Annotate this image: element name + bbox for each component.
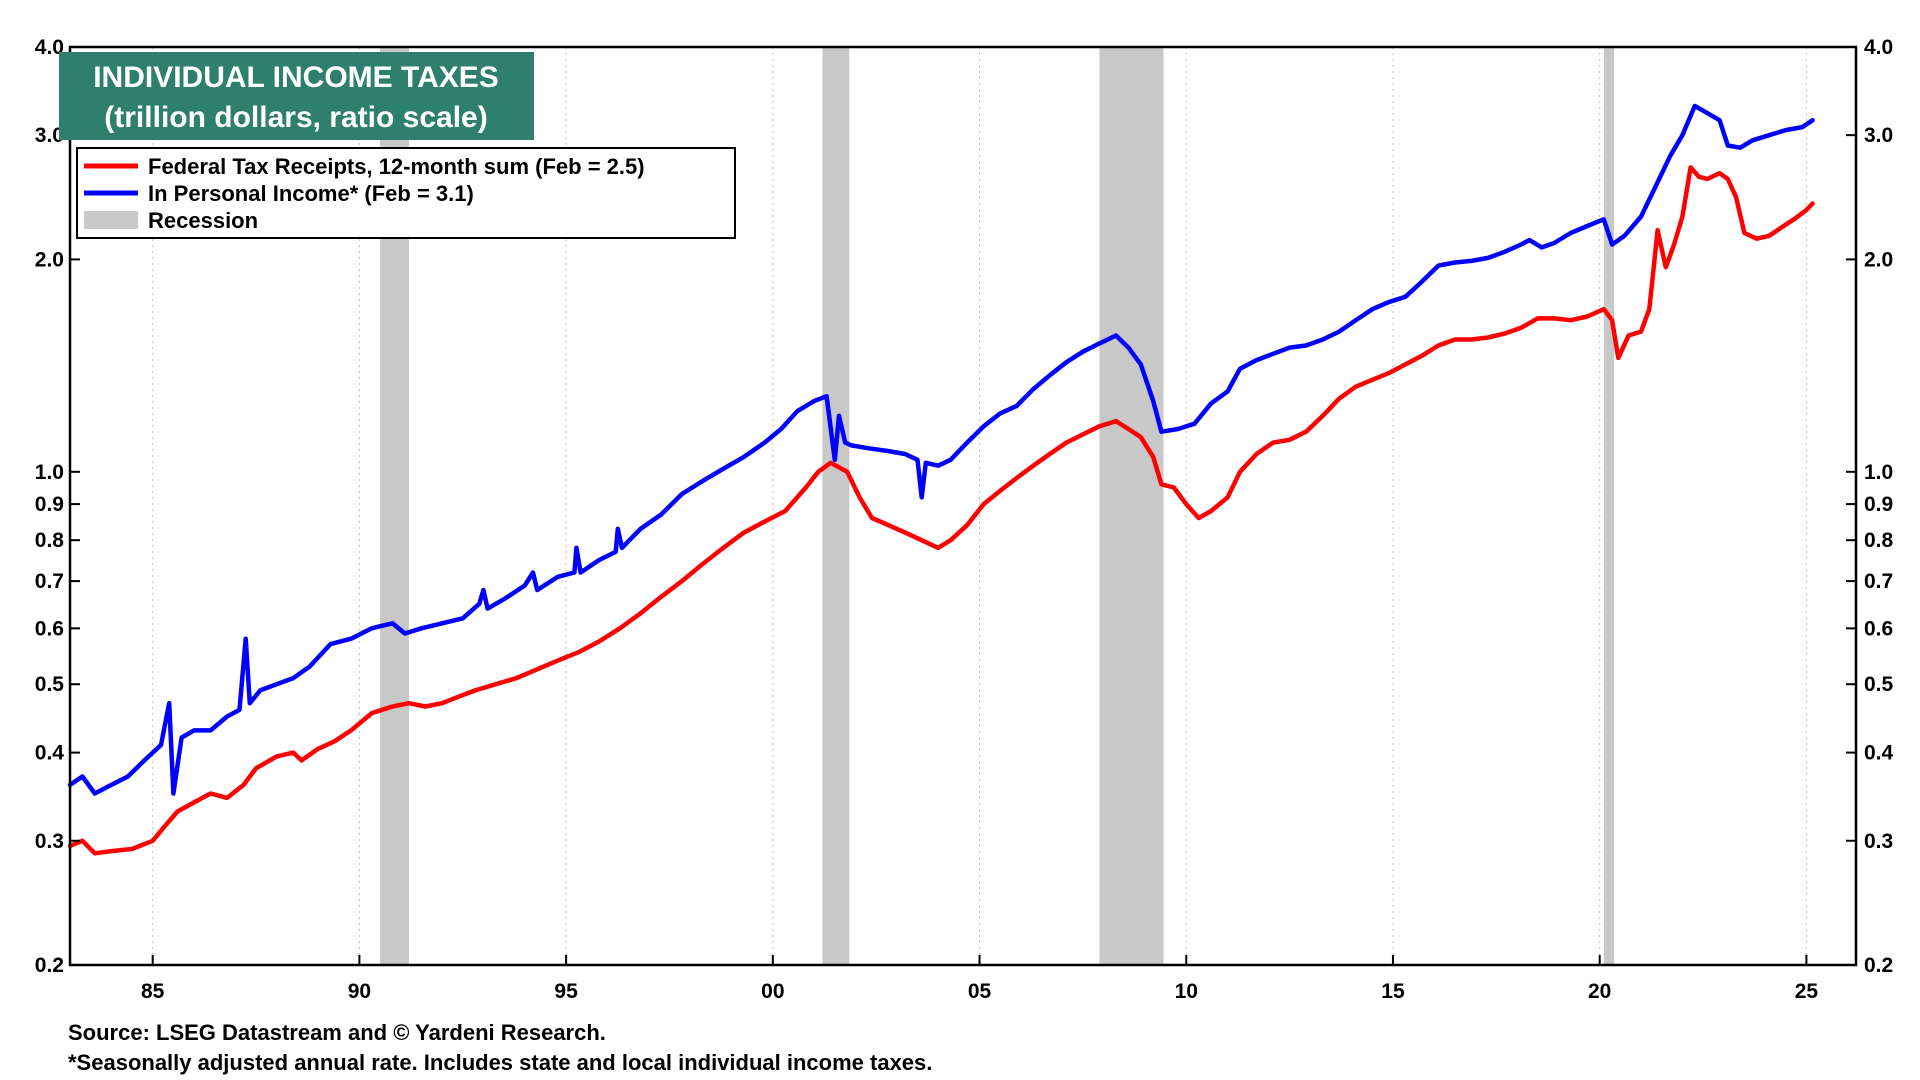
y-tick-label-left-0.8: 0.8 bbox=[35, 529, 65, 552]
footnote: *Seasonally adjusted annual rate. Includ… bbox=[68, 1050, 932, 1075]
y-tick-label-left-1.0: 1.0 bbox=[35, 461, 64, 484]
x-tick-label-90: 90 bbox=[348, 980, 371, 1003]
y-tick-label-right-3.0: 3.0 bbox=[1864, 124, 1893, 147]
y-tick-label-left-0.2: 0.2 bbox=[35, 954, 64, 977]
series-lines bbox=[67, 103, 1815, 856]
x-tick-label-95: 95 bbox=[554, 980, 578, 1003]
legend-swatch-recession bbox=[84, 211, 138, 229]
y-tick-label-right-2.0: 2.0 bbox=[1864, 248, 1893, 271]
chart-title: INDIVIDUAL INCOME TAXES bbox=[93, 61, 499, 94]
y-tick-label-right-0.9: 0.9 bbox=[1864, 493, 1893, 516]
recession-band-1 bbox=[822, 47, 850, 965]
y-tick-label-left-0.5: 0.5 bbox=[35, 673, 65, 696]
y-tick-label-right-4.0: 4.0 bbox=[1864, 36, 1893, 59]
chart-subtitle: (trillion dollars, ratio scale) bbox=[104, 101, 487, 134]
y-tick-label-right-0.5: 0.5 bbox=[1864, 673, 1894, 696]
y-tick-label-right-0.8: 0.8 bbox=[1864, 529, 1894, 552]
y-tick-label-right-0.3: 0.3 bbox=[1864, 830, 1893, 853]
y-tick-label-right-0.6: 0.6 bbox=[1864, 617, 1893, 640]
recession-band-3 bbox=[1603, 47, 1615, 965]
y-tick-label-left-0.9: 0.9 bbox=[35, 493, 64, 516]
x-tick-label-85: 85 bbox=[141, 980, 165, 1003]
x-tick-label-25: 25 bbox=[1795, 980, 1819, 1003]
x-tick-label-05: 05 bbox=[968, 980, 992, 1003]
x-tick-label-00: 00 bbox=[761, 980, 784, 1003]
legend-box bbox=[76, 147, 736, 239]
legend-label-tax-receipts: Federal Tax Receipts, 12-month sum (Feb … bbox=[148, 154, 645, 179]
legend-label-personal-income: In Personal Income* (Feb = 3.1) bbox=[148, 181, 474, 206]
title-box: INDIVIDUAL INCOME TAXES (trillion dollar… bbox=[59, 52, 534, 140]
x-tick-label-10: 10 bbox=[1175, 980, 1198, 1003]
x-tick-label-20: 20 bbox=[1588, 980, 1611, 1003]
y-tick-label-right-0.4: 0.4 bbox=[1864, 742, 1894, 765]
y-tick-label-right-1.0: 1.0 bbox=[1864, 461, 1893, 484]
y-tick-label-right-0.7: 0.7 bbox=[1864, 570, 1893, 593]
source-note: Source: LSEG Datastream and © Yardeni Re… bbox=[68, 1020, 606, 1045]
y-tick-label-right-0.2: 0.2 bbox=[1864, 954, 1893, 977]
y-tick-label-left-0.4: 0.4 bbox=[35, 742, 65, 765]
axes: 0.2 0.2 0.3 0.3 0.4 0.4 0.5 0.5 0.6 0.6 0.7 0.7 0.8 0… bbox=[35, 36, 1894, 1003]
series-line-personal-income bbox=[67, 103, 1815, 796]
legend-label-recession: Recession bbox=[148, 208, 258, 233]
y-tick-label-left-0.3: 0.3 bbox=[35, 830, 64, 853]
plot-frame bbox=[68, 45, 1858, 967]
y-tick-label-left-0.7: 0.7 bbox=[35, 570, 64, 593]
series-line-tax-receipts bbox=[67, 165, 1815, 856]
x-tick-label-15: 15 bbox=[1381, 980, 1405, 1003]
y-tick-label-left-4.0: 4.0 bbox=[35, 36, 64, 59]
title-background bbox=[59, 52, 534, 140]
y-tick-label-left-2.0: 2.0 bbox=[35, 248, 64, 271]
recession-band-2 bbox=[1099, 47, 1164, 965]
legend: Federal Tax Receipts, 12-month sum (Feb … bbox=[76, 147, 736, 239]
y-tick-label-left-0.6: 0.6 bbox=[35, 617, 64, 640]
y-tick-label-left-3.0: 3.0 bbox=[35, 124, 64, 147]
